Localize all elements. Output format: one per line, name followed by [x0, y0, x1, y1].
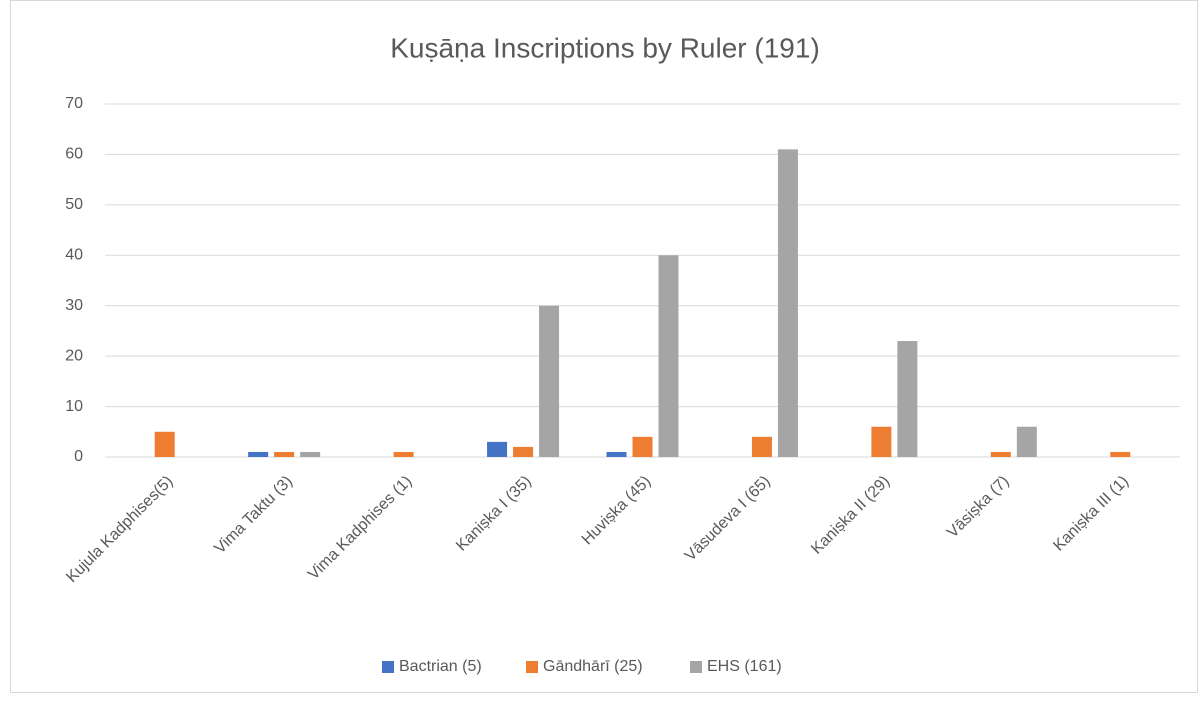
x-tick-label: Kaniṣka II (29): [808, 473, 893, 558]
bar: [393, 451, 414, 457]
bar: [897, 341, 918, 457]
bar: [990, 451, 1011, 457]
y-tick-label: 20: [65, 347, 83, 364]
bar: [632, 436, 653, 457]
y-tick-label: 60: [65, 146, 83, 163]
legend-swatch: [526, 661, 538, 673]
legend-label: Gāndhārī (25): [543, 658, 643, 675]
x-tick-label: Kujula Kadphises(5): [63, 473, 176, 586]
y-tick-label: 10: [65, 398, 83, 415]
bar: [777, 149, 798, 457]
legend-swatch: [690, 661, 702, 673]
bar: [1110, 451, 1131, 457]
y-tick-label: 40: [65, 247, 83, 264]
x-tick-label: Kaniṣka III (1): [1050, 473, 1132, 555]
bar: [248, 451, 269, 457]
legend-label: Bactrian (5): [399, 658, 482, 675]
bar: [154, 431, 175, 457]
bar: [274, 451, 295, 457]
bar: [539, 305, 560, 457]
x-tick-label: Vima Taktu (3): [211, 473, 296, 558]
bar: [751, 436, 772, 457]
bar: [871, 426, 892, 457]
x-tick-label: Vāsiṣka (7): [944, 473, 1013, 542]
y-tick-label: 70: [65, 95, 83, 112]
bar: [487, 441, 508, 457]
bar: [1016, 426, 1037, 457]
y-tick-label: 30: [65, 297, 83, 314]
y-tick-label: 0: [74, 448, 83, 465]
legend-label: EHS (161): [707, 658, 782, 675]
x-tick-label: Huviṣka (45): [579, 473, 655, 549]
chart-title: Kuṣāṇa Inscriptions by Ruler (191): [390, 32, 820, 63]
y-tick-label: 50: [65, 196, 83, 213]
x-tick-label: Kaniṣka I (35): [453, 473, 535, 555]
bar: [658, 255, 679, 457]
legend-swatch: [382, 661, 394, 673]
bar: [513, 446, 534, 457]
x-tick-label: Vāsudeva I (65): [682, 473, 774, 565]
bar: [300, 451, 321, 457]
bar: [606, 451, 627, 457]
x-tick-label: Vima Kadphises (1): [305, 473, 416, 584]
